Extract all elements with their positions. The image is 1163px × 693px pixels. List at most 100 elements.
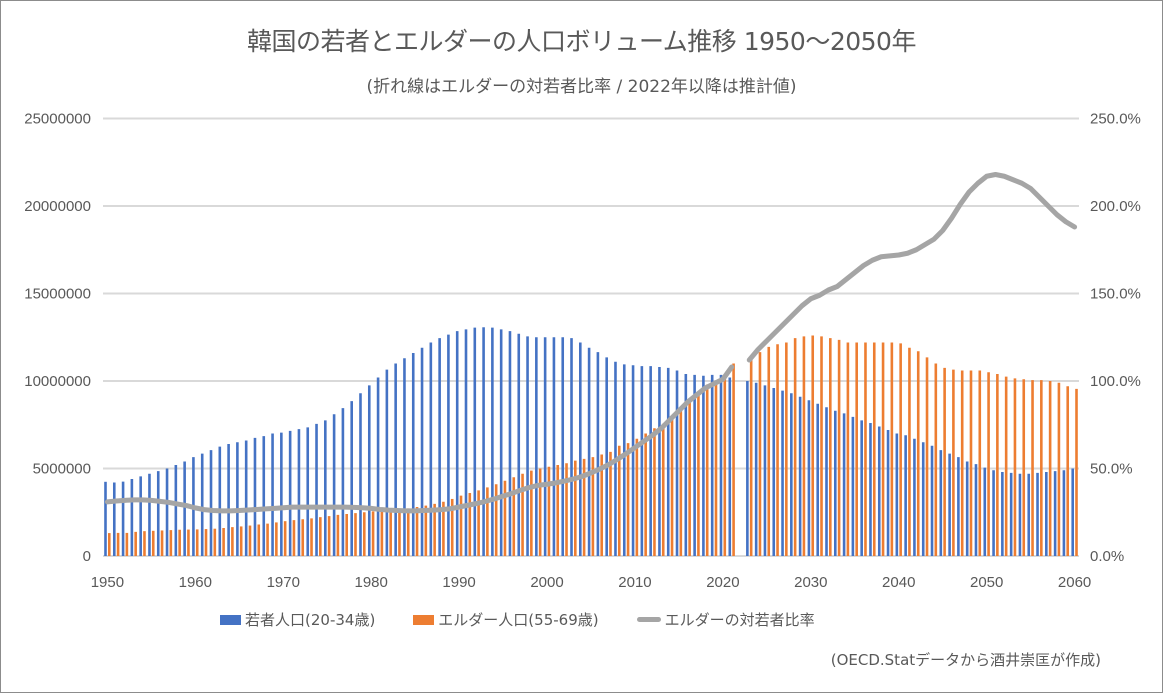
bar-young (350, 401, 353, 556)
y-tick-label: 10000000 (24, 373, 91, 390)
bar-elder (978, 370, 982, 556)
bar-young (271, 433, 274, 556)
bar-elder (653, 428, 656, 556)
bar-young (139, 476, 142, 556)
bar-elder (1031, 380, 1034, 556)
bar-young (904, 435, 907, 556)
bar-young (411, 353, 415, 556)
bar-elder (442, 501, 445, 556)
bar-young (781, 390, 784, 556)
bar-young (1062, 470, 1066, 556)
bar-elder (758, 352, 762, 556)
bar-elder (354, 513, 357, 556)
bar-elder (477, 490, 480, 556)
bar-young (499, 329, 503, 556)
bar-young (420, 347, 424, 556)
y-tick-label: 0 (83, 548, 91, 565)
bar-elder (1057, 382, 1061, 556)
legend-item-elder: エルダー人口(55-69歳) (413, 609, 599, 630)
bar-young (508, 331, 512, 556)
bar-young (790, 393, 793, 556)
bar-elder (424, 505, 428, 556)
bar-young (930, 445, 934, 556)
bar-young (526, 336, 529, 556)
bar-elder (864, 342, 867, 556)
bar-young (482, 327, 485, 556)
bar-elder (362, 512, 366, 556)
bar-elder (169, 530, 173, 556)
bar-young (877, 426, 881, 556)
source-credit: (OECD.Statデータから酒井崇匡が作成) (830, 651, 1101, 669)
bar-elder (512, 477, 516, 556)
bar-elder (591, 457, 595, 556)
bar-elder (1022, 379, 1026, 556)
bar-young (816, 403, 820, 556)
bar-elder (925, 357, 929, 556)
bar-young (992, 470, 995, 556)
bar-elder (231, 527, 234, 556)
bar-young (1027, 473, 1031, 556)
x-tick-label: 2020 (706, 574, 739, 591)
bar-elder (609, 451, 612, 556)
bar-young (974, 464, 978, 556)
bar-elder (266, 523, 269, 556)
bar-young (429, 342, 433, 556)
bar-young (332, 414, 336, 556)
bar-young (622, 364, 626, 556)
bar-elder (415, 507, 419, 556)
bar-elder (556, 465, 560, 556)
bar-young (324, 420, 327, 556)
x-tick-label: 1980 (354, 574, 387, 591)
bar-young (658, 367, 661, 556)
y-axis-left-labels: 0 5000000 10000000 15000000 20000000 25000000 (24, 111, 91, 566)
legend-swatch-elder (413, 614, 435, 625)
x-tick-label: 2030 (794, 574, 827, 591)
bar-elder (837, 339, 841, 556)
bar-elder (952, 369, 955, 556)
bar-young (702, 375, 705, 556)
bar-young (807, 400, 811, 556)
bar-elder (582, 458, 586, 556)
bar-young (772, 388, 776, 556)
bar-young (341, 408, 345, 556)
chart-subtitle: (折れ線はエルダーの対若者比率 / 2022年以降は推計値) (366, 77, 797, 97)
bar-young (280, 432, 283, 556)
bar-elder (459, 495, 463, 556)
legend: 若者人口(20-34歳) エルダー人口(55-69歳) エルダーの対若者比率 (220, 609, 815, 630)
x-tick-label: 1960 (179, 574, 212, 591)
bar-elder (1040, 380, 1043, 556)
bar-young (394, 363, 397, 556)
bar-elder (521, 473, 524, 556)
bar-elder (600, 454, 603, 556)
bar-young (517, 333, 521, 556)
bar-young (552, 337, 556, 556)
bar-young (842, 413, 846, 556)
bar-young (359, 393, 362, 556)
bar-young (754, 382, 758, 556)
bar-elder (239, 526, 243, 556)
bar-elder (855, 342, 858, 556)
legend-label-elder: エルダー人口(55-69歳) (438, 611, 599, 629)
bar-young (666, 367, 670, 556)
bar-young (693, 374, 696, 556)
bar-elder (257, 524, 261, 556)
bar-young (148, 473, 151, 556)
bar-elder (908, 347, 911, 556)
bar-elder (776, 344, 779, 556)
bar-young (763, 385, 767, 556)
bar-elder (319, 517, 322, 556)
bar-elder (301, 519, 305, 556)
y2-tick-label: 50.0% (1090, 461, 1133, 478)
bar-elder (345, 514, 349, 556)
bar-elder (160, 530, 164, 556)
bar-elder (943, 367, 946, 556)
y2-tick-label: 100.0% (1090, 373, 1141, 390)
x-tick-label: 2000 (530, 574, 563, 591)
bar-elder (714, 381, 718, 556)
bar-elder (178, 529, 181, 556)
bar-young (939, 450, 943, 556)
x-tick-label: 2060 (1058, 574, 1091, 591)
bar-elder (187, 529, 190, 556)
bar-young (367, 385, 371, 556)
